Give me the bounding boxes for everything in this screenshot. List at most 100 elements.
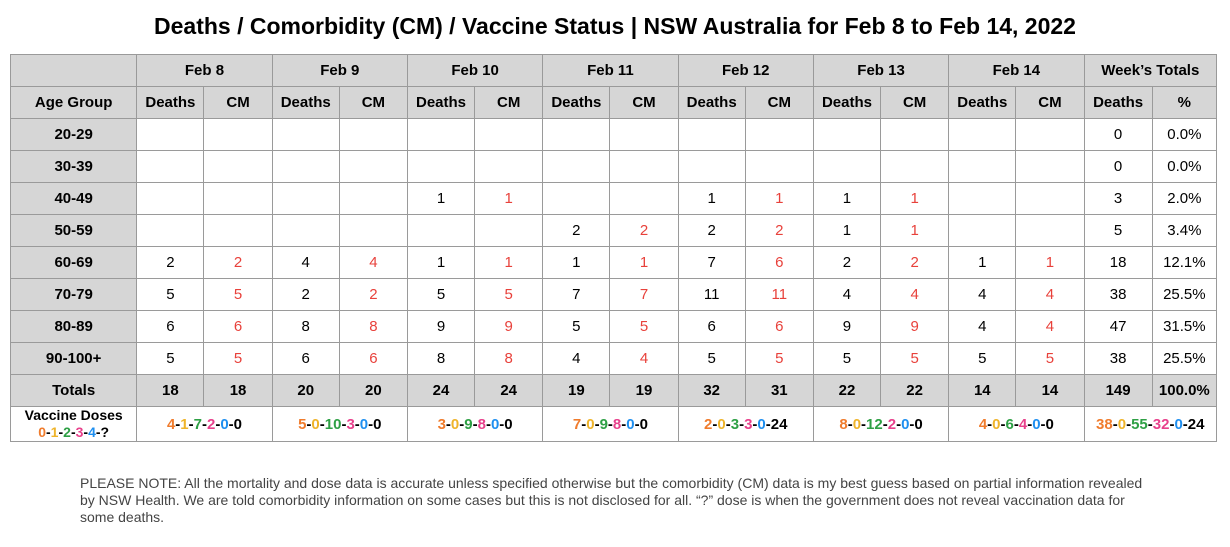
deaths-cell: 9 (406, 310, 476, 343)
cm-column-header: CM (338, 86, 408, 119)
cm-column-header: CM (744, 86, 814, 119)
table-row: 40-49 1 1 1 1 1 1 3 2.0% (9, 182, 1218, 215)
vaccine-doses-label: Vaccine Doses 0-1-2-3-4-? (9, 406, 138, 442)
dose-separator: - (987, 415, 993, 433)
dose-count: 24 (1187, 415, 1205, 433)
deaths-column-header: Deaths (406, 86, 476, 119)
dose-separator: - (201, 415, 207, 433)
cm-cell (474, 118, 544, 151)
corner-cell (9, 54, 138, 87)
deaths-column-header: Deaths (677, 86, 746, 119)
cm-cell (744, 118, 814, 151)
cm-cell: 1 (1015, 246, 1085, 279)
dose-separator: - (46, 424, 51, 440)
cm-column-header: CM (1015, 86, 1085, 119)
deaths-cell: 6 (271, 342, 340, 375)
dose-separator: - (341, 415, 347, 433)
dose-separator: - (368, 415, 374, 433)
dose-separator: - (319, 415, 325, 433)
deaths-cell (136, 150, 205, 183)
deaths-cell: 1 (948, 246, 1017, 279)
cm-cell: 9 (880, 310, 950, 343)
dose-count: 9 (599, 415, 608, 433)
deaths-cell (406, 118, 476, 151)
percent-header: % (1151, 86, 1218, 119)
cm-cell (203, 214, 273, 247)
cm-column-header: CM (203, 86, 273, 119)
table-row: 70-79 5 5 2 2 5 5 7 7 11 11 4 4 4 4 38 25.5% (9, 278, 1218, 311)
daily-vaccine-doses: 7-0-9-8-0-0 (542, 406, 679, 442)
deaths-total-cell: 20 (271, 374, 340, 407)
age-group-cell: 50-59 (9, 214, 138, 247)
cm-cell: 2 (338, 278, 408, 311)
dose-count: 12 (866, 415, 883, 433)
dose-count: 0 (490, 415, 500, 433)
age-group-cell: 60-69 (9, 246, 138, 279)
age-group-cell: 40-49 (9, 182, 138, 215)
total-deaths-cell: 47 (1083, 310, 1153, 343)
dose-separator: - (581, 415, 587, 433)
cm-cell: 8 (474, 342, 544, 375)
cm-cell: 5 (880, 342, 950, 375)
dose-count: 0 (1045, 415, 1054, 433)
dose-separator: - (1126, 415, 1132, 433)
deaths-cell: 2 (136, 246, 205, 279)
dose-legend-item: 4 (88, 424, 96, 440)
deaths-total-cell: 18 (136, 374, 205, 407)
cm-cell (1015, 150, 1085, 183)
dose-count: 0 (1174, 415, 1183, 433)
daily-vaccine-doses: 3-0-9-8-0-0 (406, 406, 544, 442)
dose-count: 0 (504, 415, 513, 433)
deaths-column-header: Deaths (136, 86, 205, 119)
deaths-cell (677, 150, 746, 183)
dose-count: 38 (1096, 415, 1113, 433)
deaths-cell: 5 (677, 342, 746, 375)
cm-column-header: CM (880, 86, 950, 119)
header-row-columns: Age Group Deaths CM Deaths CM Deaths CM Deaths… (9, 86, 1218, 119)
table-row: 90-100+ 5 5 6 6 8 8 4 4 5 5 5 5 5 5 38 25.5% (9, 342, 1218, 375)
week-totals-header: Week’s Totals (1083, 54, 1218, 87)
dose-separator: - (499, 415, 505, 433)
cm-cell (474, 150, 544, 183)
deaths-cell: 5 (136, 342, 205, 375)
cm-cell: 5 (609, 310, 679, 343)
cm-cell (338, 150, 408, 183)
dose-count: 2 (206, 415, 216, 433)
cm-total-cell: 22 (880, 374, 950, 407)
dose-count: 0 (626, 415, 635, 433)
cm-cell (338, 182, 408, 215)
cm-total-cell: 18 (203, 374, 273, 407)
cm-cell: 9 (474, 310, 544, 343)
dose-count: 8 (612, 415, 622, 433)
cm-cell (338, 118, 408, 151)
deaths-cell (136, 214, 205, 247)
day-header: Feb 12 (677, 54, 814, 87)
cm-cell (203, 118, 273, 151)
cm-column-header: CM (474, 86, 544, 119)
deaths-cell: 5 (136, 278, 205, 311)
deaths-cell: 7 (542, 278, 611, 311)
cm-total-cell: 24 (474, 374, 544, 407)
dose-legend-item: ? (100, 424, 110, 440)
cm-cell: 4 (338, 246, 408, 279)
cm-cell (474, 214, 544, 247)
cm-cell: 1 (880, 214, 950, 247)
dose-count: 0 (757, 415, 766, 433)
daily-vaccine-doses: 2-0-3-3-0-24 (677, 406, 814, 442)
deaths-cell (812, 118, 882, 151)
dose-count: 32 (1152, 415, 1170, 433)
dose-count: 0 (901, 415, 910, 433)
percent-cell: 0.0% (1151, 150, 1218, 183)
dose-separator: - (485, 415, 491, 433)
deaths-cell (948, 214, 1017, 247)
deaths-cell (677, 118, 746, 151)
deaths-column-header: Deaths (542, 86, 611, 119)
deaths-cell: 5 (812, 342, 882, 375)
dose-count: 7 (193, 415, 202, 433)
grand-total-percent: 100.0% (1151, 374, 1218, 407)
deaths-cell (948, 118, 1017, 151)
age-group-header: Age Group (9, 86, 138, 119)
deaths-cell: 1 (812, 214, 882, 247)
deaths-cell: 4 (812, 278, 882, 311)
cm-cell: 2 (203, 246, 273, 279)
